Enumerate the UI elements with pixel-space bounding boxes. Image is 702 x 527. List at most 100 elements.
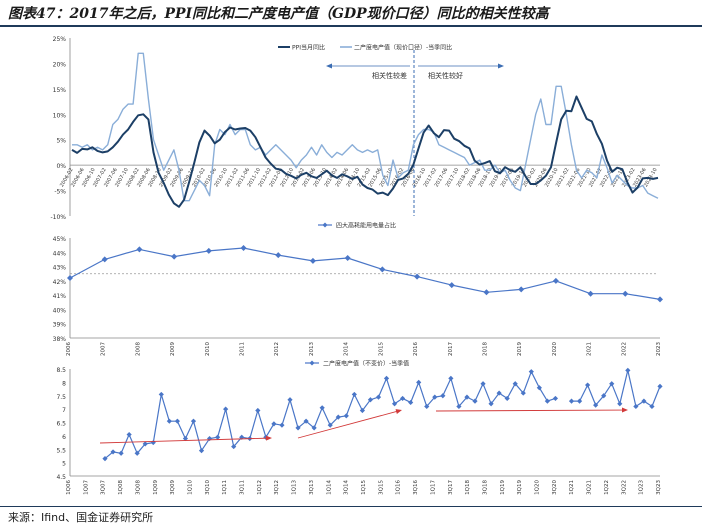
data-point <box>110 449 116 455</box>
trend-arrow-head <box>265 435 272 441</box>
source-note: 来源：Ifind、国金证券研究所 <box>8 511 154 524</box>
data-point <box>448 282 455 289</box>
x-tick-label: 1Q20 <box>535 480 541 495</box>
data-point <box>609 381 615 387</box>
data-point <box>552 277 559 284</box>
data-point <box>215 434 221 440</box>
data-point <box>206 435 213 442</box>
x-tick-label: 2016 <box>413 342 419 356</box>
data-point <box>271 421 277 427</box>
y-tick-label: 44% <box>53 250 67 257</box>
data-point <box>488 401 494 407</box>
source-rule <box>0 506 702 507</box>
data-point <box>601 393 607 399</box>
data-point <box>585 382 591 388</box>
x-tick-label: 3Q12 <box>274 480 280 495</box>
data-point <box>367 397 374 403</box>
y-tick-label: 8 <box>62 380 66 387</box>
data-point <box>134 450 140 456</box>
x-tick-label: 1Q12 <box>257 480 263 495</box>
y-tick-label: 41% <box>53 293 67 300</box>
data-point <box>303 418 309 424</box>
data-point <box>568 398 575 404</box>
data-point <box>136 246 143 253</box>
trend-arrow-line <box>435 409 625 412</box>
data-point <box>275 252 282 259</box>
x-tick-label: 1Q11 <box>222 480 228 495</box>
data-point <box>295 425 301 431</box>
data-point <box>279 422 285 428</box>
x-tick-label: 2006 <box>66 342 72 356</box>
y-tick-label: 4.5 <box>56 474 66 481</box>
data-point <box>375 394 382 400</box>
x-tick-label: 1Q10 <box>187 480 193 495</box>
data-point <box>150 439 156 446</box>
data-point <box>587 290 594 297</box>
x-tick-label: 1Q16 <box>396 480 402 495</box>
data-point <box>379 266 386 273</box>
legend-label-output: 二产度电产值（现价口径）-当季同比 <box>354 44 452 52</box>
data-point <box>472 398 478 404</box>
y-tick-label: 8.5 <box>56 367 66 374</box>
x-tick-label: 1Q15 <box>361 480 367 495</box>
legend-label: 二产度电产值（不变价）-当季值 <box>323 360 409 368</box>
y-tick-label: 5 <box>62 461 66 468</box>
x-tick-label: 3Q11 <box>240 480 246 495</box>
x-tick-label: 3Q16 <box>413 480 419 495</box>
x-tick-label: 2021 <box>587 342 593 356</box>
y-tick-label: -5% <box>54 189 66 196</box>
y-tick-label: 6.5 <box>56 421 66 428</box>
y-tick-label: 5% <box>56 138 66 145</box>
legend-label-ppi: PPI当月同比 <box>292 44 325 52</box>
data-point <box>456 403 462 410</box>
data-point <box>622 290 629 297</box>
data-point <box>287 397 293 403</box>
data-point <box>240 245 247 251</box>
x-tick-label: 3Q20 <box>552 480 558 495</box>
data-point <box>464 394 470 400</box>
trend-arrow-line <box>297 410 399 439</box>
arrow-left-head <box>326 63 332 69</box>
x-tick-label: 1Q13 <box>292 480 298 495</box>
y-tick-label: 10% <box>53 112 67 119</box>
x-tick-label: 3Q21 <box>587 480 593 495</box>
x-tick-label: 2019 <box>517 342 523 356</box>
x-tick-label: 1Q09 <box>153 480 159 495</box>
x-tick-label: 2015 <box>378 342 384 356</box>
x-tick-label: 2014 <box>344 342 350 356</box>
trend-arrow-head <box>395 409 402 414</box>
data-point <box>351 391 357 398</box>
x-tick-label: 1Q21 <box>569 480 575 495</box>
output-per-kwh-line <box>571 369 661 407</box>
data-point <box>520 390 526 396</box>
x-tick-label: 3Q07 <box>101 480 107 495</box>
y-tick-label: 15% <box>53 87 67 94</box>
page-title: 图表47：2017年之后，PPI同比和二产度电产值（GDP现价口径）同比的相关性… <box>8 6 549 22</box>
y-tick-label: 43% <box>53 265 67 272</box>
data-point <box>633 403 639 410</box>
x-tick-label: 1Q22 <box>604 480 610 495</box>
x-tick-label: 2011 <box>240 342 246 356</box>
x-tick-label: 3Q08 <box>135 480 141 495</box>
data-point <box>576 398 583 404</box>
y-tick-label: 40% <box>53 307 67 314</box>
data-point <box>432 394 438 400</box>
data-point <box>171 253 178 260</box>
x-tick-label: 2018 <box>482 342 488 356</box>
data-point <box>190 418 197 424</box>
energy-share-line <box>69 247 661 300</box>
x-tick-label: 2017 <box>448 342 454 356</box>
data-point <box>335 414 341 420</box>
output-per-kwh-line <box>104 371 556 460</box>
arrow-right-head <box>498 63 504 69</box>
x-tick-label: 1Q17 <box>430 480 436 495</box>
data-point <box>182 435 189 442</box>
x-tick-label: 3Q10 <box>205 480 211 495</box>
x-tick-label: 2013 <box>309 342 315 356</box>
data-point <box>319 405 325 411</box>
data-point <box>657 383 663 389</box>
data-point <box>239 434 245 440</box>
